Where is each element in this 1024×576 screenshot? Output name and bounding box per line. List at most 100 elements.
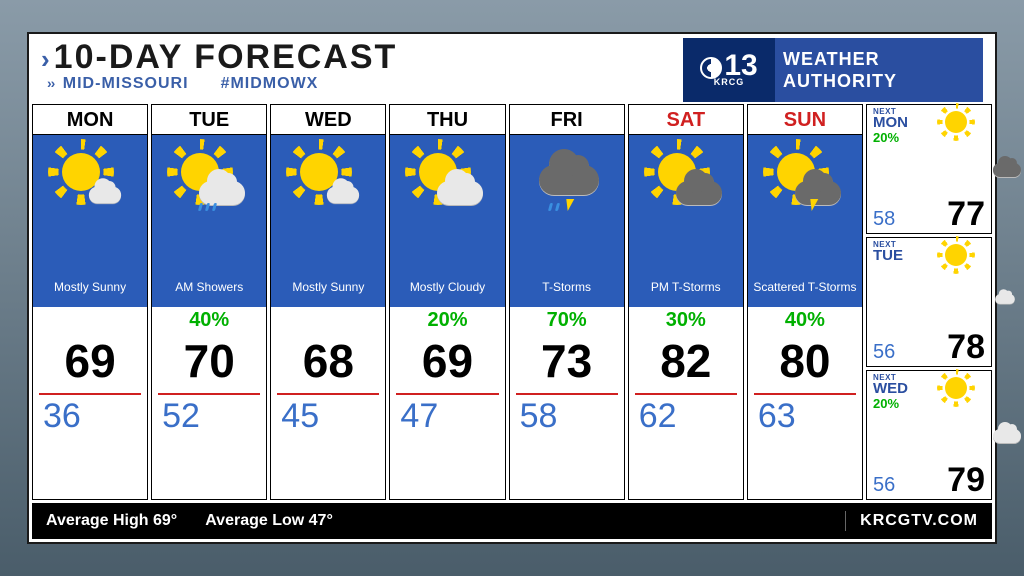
day-column: WED Mostly Sunny 68 45 [270,104,386,500]
day-desc: Mostly Sunny [54,273,126,301]
sun-dark-bolt-icon [765,143,845,213]
footer-divider [845,511,846,531]
day-high: 68 [277,333,379,395]
sun-dark-cloud-icon [646,143,726,213]
day-low: 36 [33,395,147,499]
day-low: 62 [629,395,743,499]
title-row: › 10-DAY FORECAST [41,38,683,77]
day-abbr: SUN [748,105,862,135]
sun-small-cloud-icon [50,143,130,213]
day-low: 45 [271,395,385,499]
day-column: MON Mostly Sunny 69 36 [32,104,148,500]
avg-low-label: Average Low [205,512,304,529]
ext-icon-wrap [941,109,987,145]
day-pop [33,307,147,333]
day-high: 69 [396,333,498,395]
hashtag-block: #MIDMOWX [221,75,319,93]
ext-low: 56 [873,474,895,497]
ext-high: 79 [947,463,985,497]
day-high: 70 [158,333,260,395]
region-label: MID-MISSOURI [63,75,189,92]
day-icon-area: AM Showers [152,135,266,307]
avg-low-value: 47° [309,512,333,529]
ext-icon-wrap [941,242,987,278]
day-low: 63 [748,395,862,499]
day-abbr: THU [390,105,504,135]
days-row: MON Mostly Sunny 69 36 TUE AM Showers 40… [29,104,995,500]
extended-card: NEXT TUE 56 78 [866,237,992,367]
sun-small-cloud-icon [288,143,368,213]
day-column: FRI T-Storms 70% 73 58 [509,104,625,500]
station-logo: 13 KRCG WEATHER AUTHORITY [683,38,983,102]
extended-card: NEXT WED 20% 56 79 [866,370,992,500]
footer-url: KRCGTV.COM [860,512,978,530]
logo-text: WEATHER AUTHORITY [775,38,983,102]
avg-high-label: Average High [46,512,149,529]
day-icon-area: Mostly Sunny [33,135,147,307]
day-abbr: TUE [152,105,266,135]
day-abbr: FRI [510,105,624,135]
day-icon-area: Mostly Cloudy [390,135,504,307]
day-column: TUE AM Showers 40% 70 52 [151,104,267,500]
ext-high: 77 [947,197,985,231]
day-high: 80 [754,333,856,395]
channel-number: 13 [724,53,757,79]
hashtag-label: #MIDMOWX [221,75,319,92]
dark-storm-icon [527,143,607,213]
day-icon-area: T-Storms [510,135,624,307]
sun-cloud-rain-icon [169,143,249,213]
sun-cloud-icon [941,375,1021,445]
day-desc: Mostly Cloudy [410,273,485,301]
day-pop: 40% [152,307,266,333]
day-abbr: WED [271,105,385,135]
day-icon-area: Mostly Sunny [271,135,385,307]
day-desc: PM T-Storms [651,273,721,301]
avg-high: Average High 69° [46,512,177,530]
day-desc: Scattered T-Storms [753,273,856,301]
extended-column: NEXT MON 20% 58 77 NEXT TUE 56 78 NEXT W… [866,104,992,500]
logo-number-row: 13 [700,53,757,79]
day-abbr: SAT [629,105,743,135]
day-high: 82 [635,333,737,395]
day-column: SAT PM T-Storms 30% 82 62 [628,104,744,500]
day-desc: AM Showers [175,273,243,301]
avg-low: Average Low 47° [205,512,333,530]
day-high: 69 [39,333,141,395]
forecast-panel: › 10-DAY FORECAST ›› MID-MISSOURI #MIDMO… [27,32,997,544]
ext-icon-wrap [941,375,987,411]
arrows-icon: ›› [47,75,54,91]
sun-small-cloud-icon [941,242,1021,312]
header-left: › 10-DAY FORECAST ›› MID-MISSOURI #MIDMO… [41,38,683,93]
day-high: 73 [516,333,618,395]
day-pop: 40% [748,307,862,333]
chevron-icon: › [41,44,50,75]
day-low: 58 [510,395,624,499]
day-abbr: MON [33,105,147,135]
day-column: SUN Scattered T-Storms 40% 80 63 [747,104,863,500]
day-icon-area: PM T-Storms [629,135,743,307]
forecast-title: 10-DAY FORECAST [54,38,398,77]
callsign: KRCG [714,77,745,87]
sun-dark-cloud-icon [941,109,1021,179]
region-block: ›› MID-MISSOURI [47,75,189,93]
day-desc: T-Storms [542,273,591,301]
day-pop: 70% [510,307,624,333]
header: › 10-DAY FORECAST ›› MID-MISSOURI #MIDMO… [29,34,995,104]
day-pop: 30% [629,307,743,333]
day-column: THU Mostly Cloudy 20% 69 47 [389,104,505,500]
eye-icon [700,57,722,79]
brand-line1: WEATHER [783,48,983,70]
day-low: 52 [152,395,266,499]
ext-low: 58 [873,208,895,231]
ext-low: 56 [873,341,895,364]
extended-card: NEXT MON 20% 58 77 [866,104,992,234]
day-desc: Mostly Sunny [292,273,364,301]
footer-bar: Average High 69° Average Low 47° KRCGTV.… [32,503,992,539]
day-icon-area: Scattered T-Storms [748,135,862,307]
day-low: 47 [390,395,504,499]
sun-cloud-icon [407,143,487,213]
avg-high-value: 69° [153,512,177,529]
brand-line2: AUTHORITY [783,70,983,92]
day-pop: 20% [390,307,504,333]
logo-badge: 13 KRCG [683,38,775,102]
